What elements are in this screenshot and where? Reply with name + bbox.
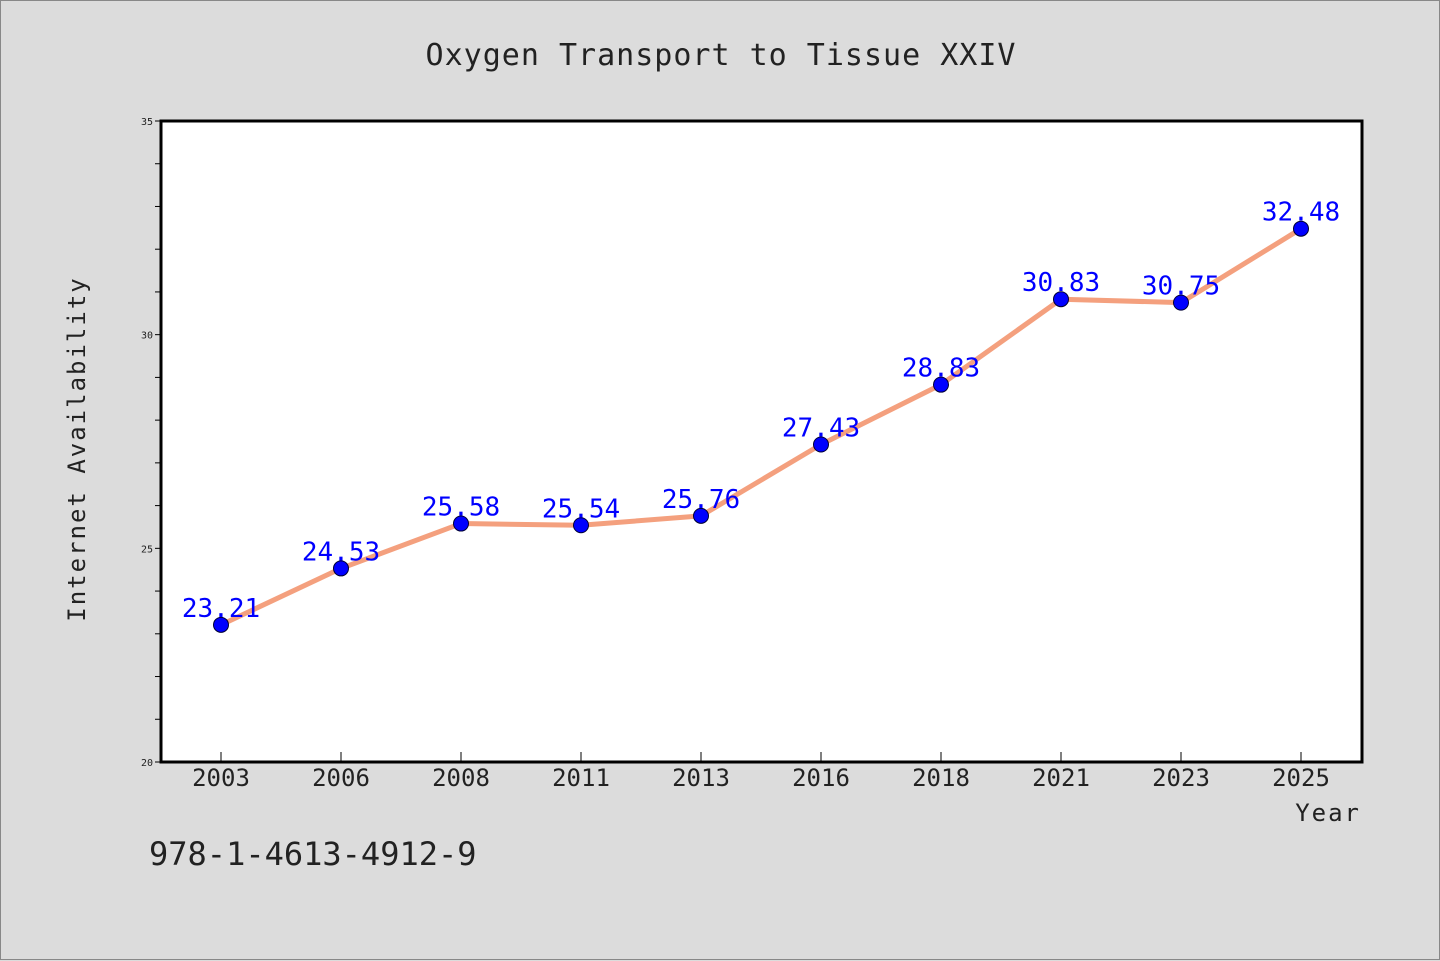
x-tick-label: 2003 [192,764,250,792]
y-tick-label: 30 [141,331,153,342]
y-tick-label: 35 [141,117,153,128]
chart-title: Oxygen Transport to Tissue XXIV [426,38,1017,73]
data-label: 23.21 [182,594,260,624]
x-tick-label: 2006 [312,764,370,792]
y-axis: 20 25 30 35 [141,117,161,769]
data-point [693,507,709,524]
data-point [1053,291,1069,308]
x-tick-label: 2016 [792,764,850,792]
footnote-isbn: 978-1-4613-4912-9 [149,835,477,873]
x-axis-label: Year [1295,799,1361,827]
data-label: 30.83 [1022,268,1100,298]
y-axis-label: Internet Availability [63,276,91,621]
data-point [1293,220,1309,237]
marker-group [213,220,1309,633]
x-tick-label: 2018 [912,764,970,792]
x-tick-label: 2008 [432,764,490,792]
x-tick-label: 2011 [552,764,610,792]
data-label: 27.43 [782,413,860,443]
data-point [453,515,469,532]
x-tick-label: 2021 [1032,764,1090,792]
x-tick-label: 2013 [672,764,730,792]
y-tick-label: 20 [141,758,153,769]
plot-area [159,119,1364,764]
data-label-group: 23.21 24.53 25.58 25.54 25.76 27.43 28.83 30.83… [182,198,1340,624]
data-point [1173,294,1189,311]
x-axis: 2003 2006 2008 2011 2013 2016 2018 2021 2023 2025 [192,752,1330,792]
data-label: 25.54 [542,494,620,524]
data-point [933,376,949,393]
data-point [813,436,829,453]
x-tick-label: 2023 [1152,764,1210,792]
data-point [213,616,229,633]
data-label: 25.76 [662,485,740,515]
data-label: 32.48 [1262,198,1340,228]
series-line-group [218,226,1304,628]
data-label: 25.58 [422,493,500,523]
y-tick-label: 25 [141,544,153,555]
data-point [333,560,349,577]
data-label: 30.75 [1142,272,1220,302]
data-label: 24.53 [302,537,380,567]
x-tick-label: 2025 [1272,764,1330,792]
data-label: 28.83 [902,354,980,384]
series-line [218,226,1304,628]
data-point [573,517,589,534]
